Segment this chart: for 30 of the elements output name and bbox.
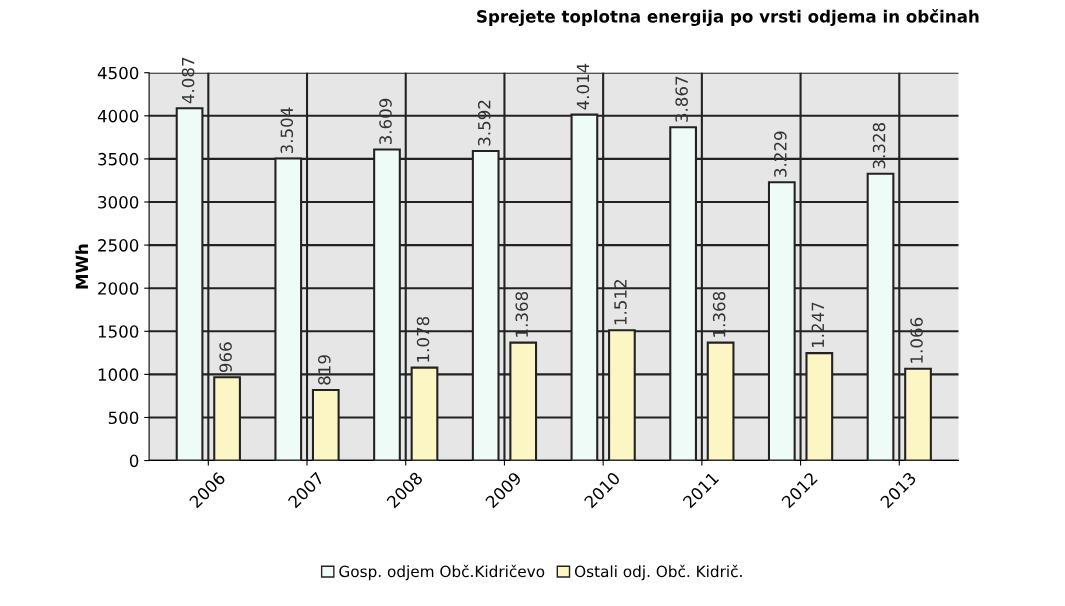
legend-label: Gosp. odjem Obč.Kidričevo [339,564,545,581]
data-label: 1.078 [416,316,430,362]
y-tick-label: 4000 [97,109,139,123]
data-label: 3.229 [774,131,787,177]
data-label: 966 [219,342,232,373]
data-label: 1.512 [614,280,627,325]
data-label: 3.328 [872,122,886,169]
legend-label: Ostali odj. Obč. Kidrič. [574,564,742,581]
data-label: 1.368 [712,291,726,337]
y-tick-label: 0 [129,454,139,468]
y-tick-label: 1000 [98,368,139,381]
y-tick-label: 4500 [97,66,139,80]
data-label: 3.592 [477,100,491,146]
data-label: 819 [318,355,331,385]
y-tick-label: 500 [108,411,139,425]
chart-title: Sprejete toplotna energija po vrsti odjema in občinah [477,9,979,27]
data-label: 4.014 [576,63,590,110]
y-tick-label: 2500 [98,239,139,252]
data-label: 1.066 [910,317,923,363]
y-axis-title: MWh [75,244,88,289]
data-label: 3.504 [280,107,294,154]
data-label: 3.867 [675,76,688,122]
y-tick-label: 3000 [98,195,139,209]
data-label: 1.247 [811,302,824,348]
data-label: 1.368 [515,291,529,337]
data-label: 4.087 [181,57,195,104]
y-tick-label: 3500 [98,152,139,166]
y-tick-label: 2000 [98,282,139,295]
y-tick-label: 1500 [98,325,139,338]
data-label: 3.609 [379,98,392,145]
